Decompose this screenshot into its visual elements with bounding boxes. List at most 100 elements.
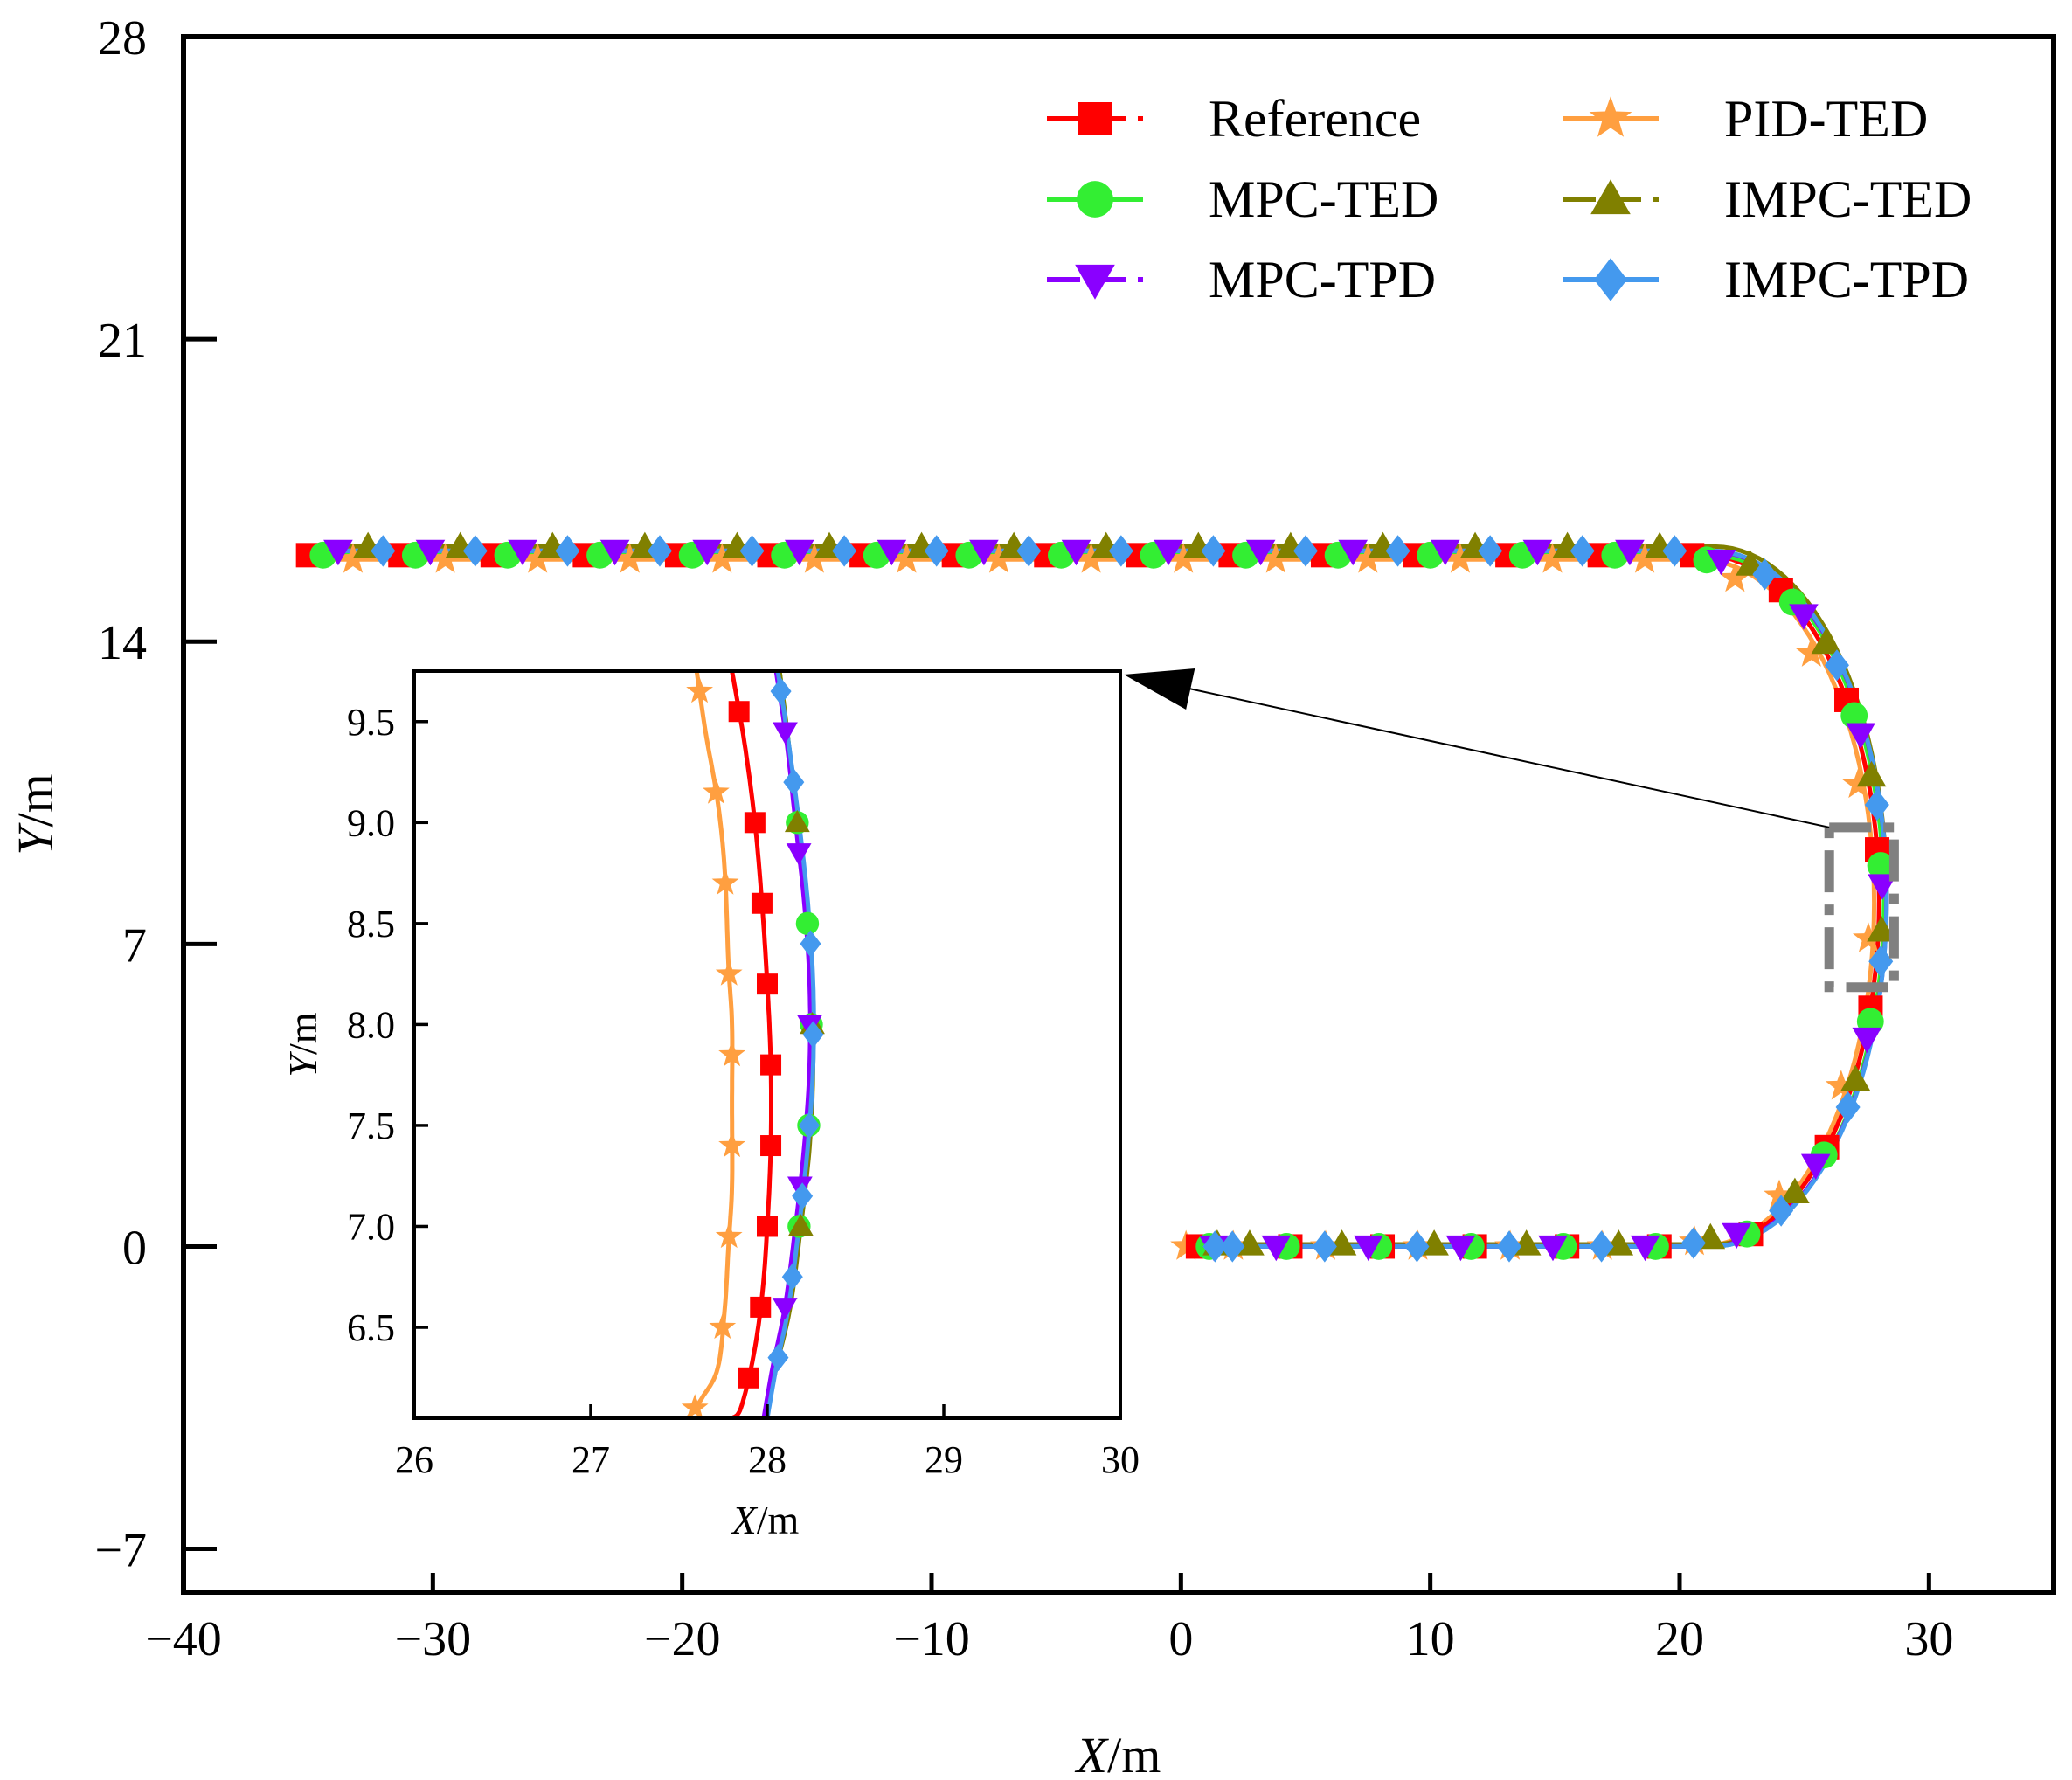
inset-marker-pid-ted <box>681 1394 709 1418</box>
marker-mpc-tpd <box>1615 539 1645 566</box>
legend-marker-impc-tpd <box>1594 258 1627 301</box>
inset-axes-ticks: 26 27 28 29 30 6.5 7.0 7.5 8.0 8.5 9.0 9.5 <box>347 701 1140 1481</box>
inset-marker-impc-tpd <box>798 1112 820 1139</box>
marker-impc-tpd <box>1293 535 1318 567</box>
arrow-line <box>1184 687 1830 828</box>
marker-pid-ted <box>337 543 369 573</box>
inset-marker-impc-tpd <box>767 1344 789 1372</box>
inset-line-mpc-tpd <box>761 671 813 1418</box>
marker-mpc-tpd <box>1722 1222 1751 1250</box>
marker-impc-tpd <box>1868 945 1894 978</box>
inset-marker-mpc-tpd <box>786 843 812 866</box>
inset-x-tick-label: 28 <box>748 1438 787 1481</box>
marker-impc-tpd <box>1835 1091 1861 1124</box>
marker-pid-ted <box>1352 543 1384 573</box>
marker-mpc-tpd <box>1261 1235 1292 1262</box>
inset-y-tick-label: 8.0 <box>347 1003 395 1046</box>
marker-pid-ted <box>890 543 923 573</box>
inset-marker-pid-ted <box>709 1312 737 1340</box>
legend-label-reference: Reference <box>1209 90 1421 148</box>
legend-label-mpc-tpd: MPC-TPD <box>1209 251 1436 308</box>
marker-mpc-tpd <box>508 539 537 566</box>
marker-mpc-tpd <box>784 539 814 566</box>
marker-pid-ted <box>429 543 461 573</box>
marker-pid-ted <box>1853 922 1884 952</box>
axis-labels: X/m Y/m X/m Y/m <box>7 773 1161 1780</box>
marker-pid-ted <box>1764 1179 1795 1209</box>
inset-y-tick-label: 8.5 <box>347 903 395 945</box>
marker-impc-ted <box>1780 1177 1810 1204</box>
marker-pid-ted <box>798 543 830 573</box>
marker-mpc-tpd <box>1538 1235 1568 1262</box>
inset-y-tick-label: 7.0 <box>347 1205 395 1248</box>
marker-mpc-tpd <box>599 539 630 566</box>
marker-mpc-tpd <box>969 539 999 566</box>
marker-mpc-tpd <box>1789 604 1819 630</box>
marker-mpc-ted <box>1867 852 1895 879</box>
legend-marker-impc-ted <box>1590 179 1631 215</box>
inset-marker-impc-tpd <box>783 768 805 796</box>
inset-y-tick-label: 9.5 <box>347 701 395 744</box>
marker-mpc-tpd <box>415 539 446 566</box>
marker-pid-ted <box>1168 543 1200 573</box>
marker-impc-ted <box>1840 1064 1871 1091</box>
inset-marker-impc-ted <box>787 1214 814 1236</box>
legend-marker-reference <box>1078 102 1112 135</box>
marker-mpc-tpd <box>1706 549 1736 576</box>
y-tick-label: −7 <box>94 1524 147 1578</box>
marker-impc-tpd <box>1404 1230 1430 1263</box>
marker-pid-ted <box>1629 543 1660 573</box>
inset-marker-pid-ted <box>703 778 730 804</box>
marker-impc-tpd <box>924 535 949 567</box>
inset-marker-pid-ted <box>686 676 713 703</box>
legend-item-impc-ted: IMPC-TED <box>1563 170 1972 228</box>
inset-marker-impc-tpd <box>781 1263 803 1291</box>
main-axes-ticks: −40 −30 −20 −10 0 10 20 30 −7 0 7 14 21 28 <box>94 11 1953 1666</box>
marker-impc-tpd <box>1570 535 1595 567</box>
legend: Reference PID-TED MPC-TED IMPC-TED MPC-TPD IM… <box>1047 90 1972 308</box>
marker-mpc-tpd <box>1338 539 1369 566</box>
marker-impc-tpd <box>1108 535 1133 567</box>
marker-mpc-tpd <box>692 539 722 566</box>
marker-mpc-tpd <box>1445 1235 1476 1262</box>
y-tick-label: 0 <box>122 1221 147 1275</box>
marker-impc-tpd <box>1385 535 1410 567</box>
legend-item-reference: Reference <box>1047 90 1421 148</box>
marker-impc-tpd <box>1752 558 1777 591</box>
y-tick-label: 21 <box>98 314 147 368</box>
inset-x-axis-label: X/m <box>731 1498 800 1542</box>
x-axis-label: X/m <box>1075 1727 1161 1780</box>
marker-impc-tpd <box>1016 535 1042 567</box>
marker-impc-tpd <box>1202 1230 1228 1263</box>
marker-mpc-tpd <box>1354 1235 1383 1262</box>
marker-mpc-tpd <box>1245 539 1276 566</box>
x-tick-label: −10 <box>893 1612 970 1666</box>
x-tick-label: 10 <box>1406 1612 1455 1666</box>
inset-marker-impc-tpd <box>800 930 821 958</box>
inset-marker-impc-ted <box>784 809 810 833</box>
inset-marker-reference <box>751 892 773 914</box>
legend-item-mpc-ted: MPC-TED <box>1047 170 1438 228</box>
x-tick-label: −30 <box>395 1612 472 1666</box>
marker-impc-tpd <box>1769 1195 1794 1227</box>
marker-impc-tpd <box>1662 535 1687 567</box>
marker-mpc-tpd <box>1846 723 1875 749</box>
marker-mpc-tpd <box>323 539 353 566</box>
x-tick-label: 20 <box>1655 1612 1704 1666</box>
legend-marker-mpc-tpd <box>1075 264 1115 300</box>
marker-impc-tpd <box>1864 788 1889 821</box>
inset-marker-mpc-tpd <box>773 722 798 745</box>
marker-mpc-tpd <box>1154 539 1183 566</box>
y-axis-label: Y/m <box>7 773 64 855</box>
marker-impc-ted <box>1811 627 1841 655</box>
marker-impc-tpd <box>1680 1227 1706 1259</box>
marker-impc-tpd <box>1824 649 1849 682</box>
marker-impc-tpd <box>1201 535 1226 567</box>
inset-bg-rect <box>414 671 1120 1418</box>
marker-impc-tpd <box>1589 1230 1614 1263</box>
marker-impc-tpd <box>647 535 672 567</box>
inset-y-tick-label: 6.5 <box>347 1306 395 1349</box>
marker-impc-ted <box>1856 760 1887 787</box>
inset-marker-pid-ted <box>718 1040 745 1067</box>
